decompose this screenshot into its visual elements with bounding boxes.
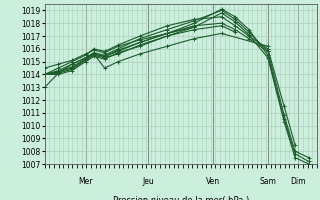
Text: Pression niveau de la mer( hPa ): Pression niveau de la mer( hPa ): [113, 196, 249, 200]
Text: Mer: Mer: [78, 177, 93, 186]
Text: Sam: Sam: [260, 177, 276, 186]
Text: Ven: Ven: [206, 177, 220, 186]
Text: Jeu: Jeu: [142, 177, 154, 186]
Text: Dim: Dim: [290, 177, 306, 186]
